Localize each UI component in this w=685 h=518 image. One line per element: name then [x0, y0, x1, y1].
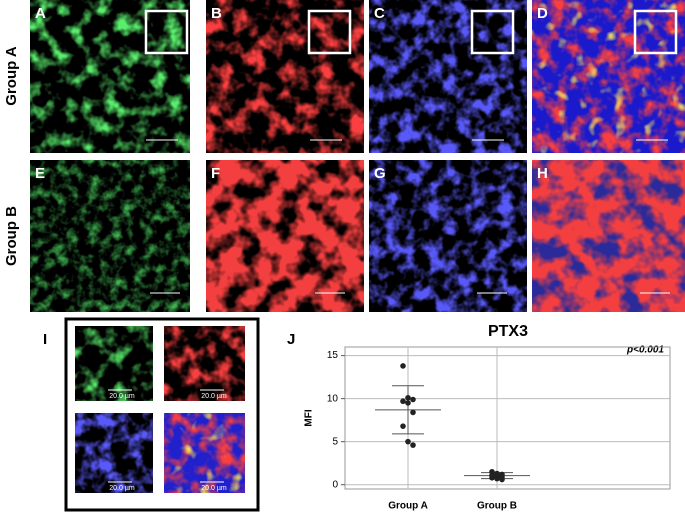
- y-axis-label: MFI: [304, 409, 315, 426]
- point: [400, 363, 406, 369]
- scale-bars: [146, 139, 670, 294]
- chart-j: PTX3 MFI p<0.001 0 5 10 15 Group A Group B: [304, 323, 671, 512]
- point: [405, 394, 411, 401]
- scale-label: 20.0 µm: [201, 393, 227, 400]
- panel-label: F: [211, 165, 220, 182]
- y-tick-label: 5: [332, 436, 338, 447]
- point: [489, 475, 495, 481]
- x-tick-label: Group A: [388, 501, 428, 512]
- plot-area: [344, 346, 671, 490]
- panel-labels: A B C D E F G H I J: [35, 5, 548, 348]
- point: [410, 442, 416, 448]
- panel-label: J: [287, 331, 295, 348]
- panel-label: E: [35, 165, 45, 182]
- x-tick-label: Group B: [477, 501, 517, 512]
- point: [405, 438, 411, 445]
- point: [494, 475, 500, 482]
- point: [410, 409, 416, 416]
- scale-label: 20.0 µm: [201, 485, 227, 492]
- scale-label: 20.0 µm: [109, 393, 135, 400]
- scale-label: 20.0 µm: [109, 485, 135, 492]
- point: [410, 396, 416, 403]
- panel-label: G: [374, 165, 386, 182]
- panel-label: I: [43, 331, 47, 348]
- panel-label: A: [35, 5, 46, 22]
- micrographs: 20.0 µm 20.0 µm 20.0 µm 20.0 µm: [30, 0, 685, 512]
- panel-label: C: [374, 5, 385, 22]
- inset-boxes: [144, 9, 678, 55]
- panel-label: B: [211, 5, 222, 22]
- annotation: p<0.001: [626, 345, 664, 356]
- row-label: Group A: [3, 46, 20, 106]
- point: [400, 398, 406, 405]
- point: [400, 423, 406, 429]
- panel-label: H: [537, 165, 548, 182]
- y-tick-label: 0: [332, 479, 338, 490]
- row-label: Group B: [3, 206, 20, 266]
- point: [405, 400, 411, 406]
- panel-label: D: [537, 5, 548, 22]
- y-tick-label: 10: [327, 393, 339, 404]
- point: [499, 476, 505, 483]
- chart-title: PTX3: [488, 323, 528, 340]
- y-tick-label: 15: [327, 350, 339, 361]
